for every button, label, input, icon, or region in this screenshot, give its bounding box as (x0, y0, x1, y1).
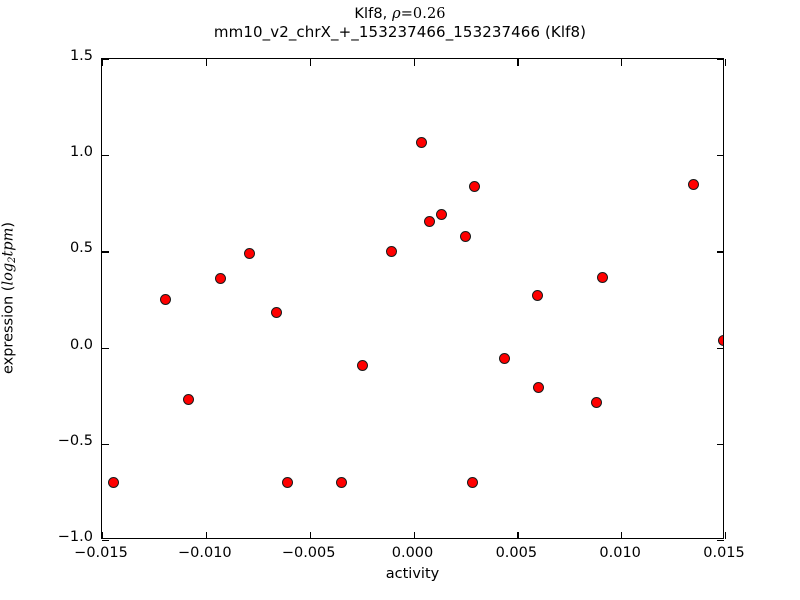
y-tick-mark (101, 155, 109, 157)
x-tick-label: 0.000 (391, 545, 434, 561)
y-tick-mark-right (716, 59, 724, 61)
data-point (459, 230, 471, 242)
x-tick-label: −0.010 (177, 545, 232, 561)
data-point (531, 290, 543, 302)
x-tick-mark-top (621, 58, 623, 66)
data-point (499, 352, 511, 364)
scatter-plot-area (102, 59, 723, 538)
data-point (423, 216, 435, 228)
data-point (718, 335, 723, 347)
y-axis-label-suffix: ) (0, 221, 17, 228)
plot-title: Klf8, ρ=0.26 (0, 6, 800, 22)
title-gene-name: Klf8, (354, 6, 393, 22)
x-tick-mark (725, 531, 727, 539)
x-tick-mark-top (725, 58, 727, 66)
x-tick-mark-top (205, 58, 208, 66)
y-tick-mark (101, 540, 109, 542)
data-point (107, 476, 119, 488)
data-point (182, 394, 194, 406)
y-tick-mark-right (716, 540, 724, 542)
y-tick-mark-right (716, 251, 724, 253)
rho-symbol: ρ (392, 6, 401, 22)
x-tick-mark (309, 531, 311, 539)
x-tick-mark (517, 531, 519, 539)
x-tick-mark (205, 531, 208, 539)
x-tick-label: 0.005 (495, 545, 538, 561)
data-point (214, 272, 226, 284)
y-axis-label-subscript: 2 (7, 256, 18, 263)
data-point (336, 476, 348, 488)
x-axis-label: activity (385, 566, 440, 582)
data-point (357, 360, 369, 372)
data-point (596, 271, 608, 283)
y-axis-label-tpm: tpm (0, 227, 17, 257)
y-tick-mark-right (716, 155, 724, 157)
data-point (416, 137, 428, 149)
rho-value: =0.26 (400, 6, 446, 22)
data-point (467, 476, 479, 488)
y-tick-mark (101, 347, 109, 349)
x-tick-label: −0.005 (281, 545, 336, 561)
plot-subtitle: mm10_v2_chrX_+_153237466_153237466 (Klf8… (213, 23, 587, 42)
x-tick-mark-top (517, 58, 519, 66)
y-axis-label-prefix: expression ( (0, 285, 17, 375)
y-tick-mark-right (716, 347, 724, 349)
data-point (590, 396, 602, 408)
y-tick-mark (101, 443, 109, 446)
x-tick-mark-top (413, 58, 415, 66)
x-tick-mark (102, 531, 104, 539)
x-tick-mark (413, 531, 415, 539)
data-point (386, 245, 398, 257)
data-point (243, 247, 255, 259)
y-tick-mark (101, 251, 109, 253)
data-point (532, 381, 544, 393)
x-tick-mark-top (102, 58, 104, 66)
y-axis-label-log: log (0, 262, 17, 286)
data-point (469, 181, 481, 193)
data-point (436, 209, 448, 221)
x-tick-label: 0.015 (703, 545, 745, 561)
y-tick-mark-right (716, 443, 724, 446)
y-tick-mark (101, 59, 109, 61)
x-tick-label: −0.015 (74, 545, 128, 561)
x-tick-label: 0.010 (599, 545, 641, 561)
title-block: Klf8, ρ=0.26 mm10_v2_chrX_+_153237466_15… (0, 6, 800, 41)
data-point (159, 294, 171, 305)
x-tick-mark (621, 531, 623, 539)
data-point (270, 306, 282, 318)
y-axis-label: expression (log2tpm) (1, 58, 21, 539)
x-tick-mark-top (309, 58, 311, 66)
axes-frame (101, 58, 727, 542)
data-point (688, 178, 700, 190)
data-point (282, 476, 294, 488)
